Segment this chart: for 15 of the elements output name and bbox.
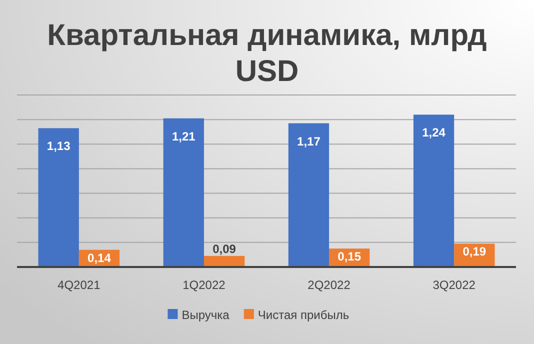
data-label: 1,24 [422, 126, 446, 140]
data-label: 1,13 [46, 139, 71, 154]
x-tick-label: 3Q2022 [432, 278, 476, 292]
data-label: 0,14 [88, 250, 112, 265]
x-tick-label: 4Q2021 [58, 278, 101, 292]
legend-label: Выручка [182, 308, 230, 322]
chart-title: Квартальная динамика, млрд USD [47, 19, 487, 88]
data-label: 0,15 [338, 250, 362, 264]
legend-label: Чистая прибыль [258, 308, 350, 322]
data-label: 1,17 [297, 134, 321, 148]
data-label: 0,19 [462, 244, 486, 259]
x-tick-label: 1Q2022 [182, 278, 226, 292]
x-tick-label: 2Q2022 [308, 278, 351, 292]
data-label: 0,09 [212, 242, 236, 256]
data-label: 1,21 [172, 129, 196, 144]
